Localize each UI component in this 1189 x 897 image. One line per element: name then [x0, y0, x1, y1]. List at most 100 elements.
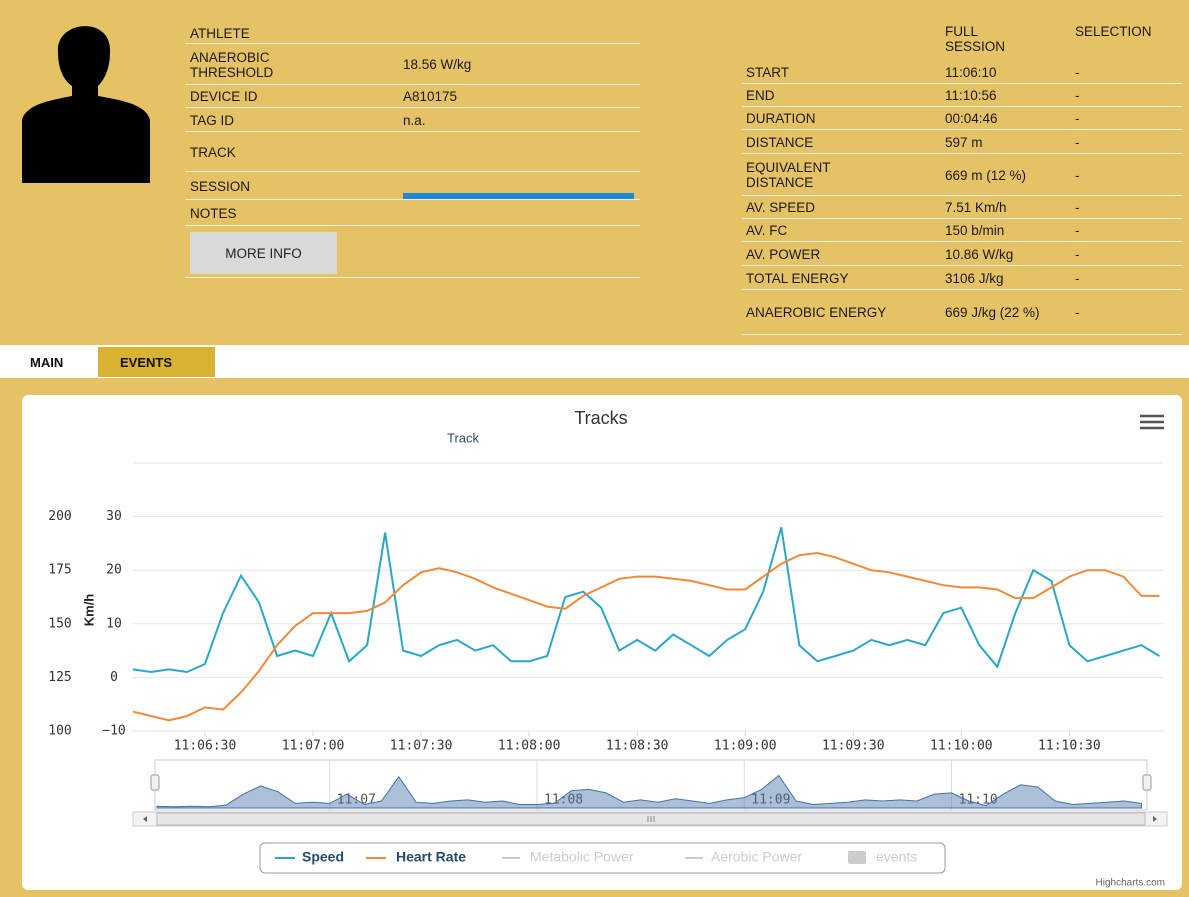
- row-label: NOTES: [190, 205, 237, 221]
- navigator-handle: [1142, 774, 1152, 791]
- column-header: FULL SESSION: [945, 24, 1006, 54]
- row-value: n.a.: [403, 112, 426, 128]
- row-label: START: [746, 64, 790, 80]
- row-full: 669 m (12 %): [945, 167, 1027, 183]
- rule: [185, 131, 640, 132]
- tab-events[interactable]: EVENTS: [98, 347, 215, 377]
- row-label: TAG ID: [190, 112, 235, 128]
- chart-subtitle: Track: [447, 430, 480, 445]
- athlete-photo: [22, 26, 150, 183]
- row-full: 669 J/kg (22 %): [945, 305, 1040, 320]
- rule: [185, 107, 640, 108]
- rule: [185, 199, 640, 200]
- row-label: DEVICE ID: [190, 89, 258, 104]
- row-label: AV. POWER: [746, 246, 821, 262]
- row-label: DURATION: [746, 111, 816, 126]
- navigator-tick-label: 11:09: [751, 793, 790, 808]
- row-full: 150 b/min: [945, 223, 1005, 238]
- tab-main[interactable]: MAIN: [30, 354, 64, 370]
- menu-icon[interactable]: [1140, 414, 1164, 430]
- row-selection: -: [1075, 111, 1080, 126]
- legend-entry[interactable]: Metabolic Power: [530, 849, 634, 865]
- row-full: 10.86 W/kg: [945, 246, 1014, 262]
- legend-entry[interactable]: Aerobic Power: [711, 849, 802, 865]
- y2-tick-label: 175: [48, 563, 71, 578]
- legend-entry[interactable]: events: [876, 849, 917, 865]
- row-selection: -: [1075, 134, 1080, 150]
- row-selection: -: [1075, 200, 1080, 215]
- x-tick-label: 11:06:30: [174, 739, 237, 754]
- legend-box: [259, 842, 946, 874]
- session-bar: [403, 193, 634, 199]
- rule: [742, 241, 1182, 242]
- y-axis-label: Km/h: [81, 594, 96, 627]
- row-value: 18.56 W/kg: [403, 57, 472, 72]
- row-selection: -: [1075, 88, 1080, 103]
- row-selection: -: [1075, 305, 1080, 320]
- more-info-button[interactable]: MORE INFO: [190, 232, 337, 274]
- row-label: END: [746, 88, 775, 103]
- rule: [742, 289, 1182, 290]
- row-label: TOTAL ENERGY: [746, 270, 849, 286]
- chart-title: Tracks: [574, 408, 627, 428]
- y-tick-label: −10: [102, 724, 125, 739]
- row-full: 00:04:46: [945, 111, 998, 126]
- navigator-area: [156, 774, 1143, 809]
- row-value: A810175: [403, 89, 458, 104]
- row-selection: -: [1075, 167, 1080, 183]
- rule: [742, 106, 1182, 107]
- row-selection: -: [1075, 246, 1080, 262]
- x-tick-label: 11:10:00: [930, 739, 993, 754]
- row-full: 7.51 Km/h: [945, 200, 1007, 215]
- credits: Highcharts.com: [1096, 878, 1165, 889]
- rule: [742, 218, 1182, 219]
- legend-entry[interactable]: Heart Rate: [396, 849, 466, 865]
- row-label: ANAEROBIC THRESHOLD: [190, 49, 274, 80]
- x-tick-label: 11:09:00: [714, 739, 777, 754]
- series-line: [132, 551, 1160, 722]
- y-tick-label: 10: [106, 616, 122, 631]
- y-tick-label: 20: [106, 563, 122, 578]
- row-full: 597 m: [945, 134, 983, 150]
- y2-tick-label: 100: [48, 724, 71, 739]
- rule: [185, 225, 640, 226]
- rule: [185, 84, 640, 85]
- series-line: [132, 527, 1160, 674]
- rule: [185, 277, 640, 278]
- y2-tick-label: 150: [48, 616, 71, 631]
- y2-tick-label: 200: [48, 509, 71, 524]
- athlete-title: ATHLETE: [190, 25, 250, 41]
- row-label: DISTANCE: [746, 134, 814, 150]
- legend-entry[interactable]: Speed: [302, 849, 344, 865]
- rule: [742, 129, 1182, 130]
- navigator-handle: [150, 774, 160, 791]
- rule: [742, 153, 1182, 154]
- rule: [742, 265, 1182, 266]
- row-full: 11:10:56: [945, 88, 997, 103]
- row-full: 3106 J/kg: [945, 270, 1004, 286]
- row-label: AV. SPEED: [746, 200, 816, 215]
- row-label: EQUIVALENT DISTANCE: [746, 160, 831, 190]
- row-label: ANAEROBIC ENERGY: [746, 305, 887, 320]
- navigator-tick-label: 11:10: [959, 793, 998, 808]
- y-tick-label: 0: [110, 670, 118, 685]
- x-tick-label: 11:08:30: [606, 739, 669, 754]
- x-tick-label: 11:10:30: [1038, 739, 1101, 754]
- scrollbar-grip: [647, 816, 655, 822]
- rule: [185, 171, 640, 172]
- x-tick-label: 11:07:00: [282, 739, 345, 754]
- legend-symbol: [848, 851, 866, 864]
- row-label: SESSION: [190, 178, 251, 194]
- rule: [742, 195, 1182, 196]
- column-header: SELECTION: [1075, 24, 1152, 39]
- row-selection: -: [1075, 223, 1080, 238]
- rule: [742, 83, 1182, 84]
- x-tick-label: 11:09:30: [822, 739, 885, 754]
- x-tick-label: 11:08:00: [498, 739, 561, 754]
- rule: [185, 43, 640, 44]
- x-tick-label: 11:07:30: [390, 739, 453, 754]
- y2-tick-label: 125: [48, 670, 71, 685]
- row-label: TRACK: [190, 144, 236, 160]
- row-label: AV. FC: [746, 223, 788, 238]
